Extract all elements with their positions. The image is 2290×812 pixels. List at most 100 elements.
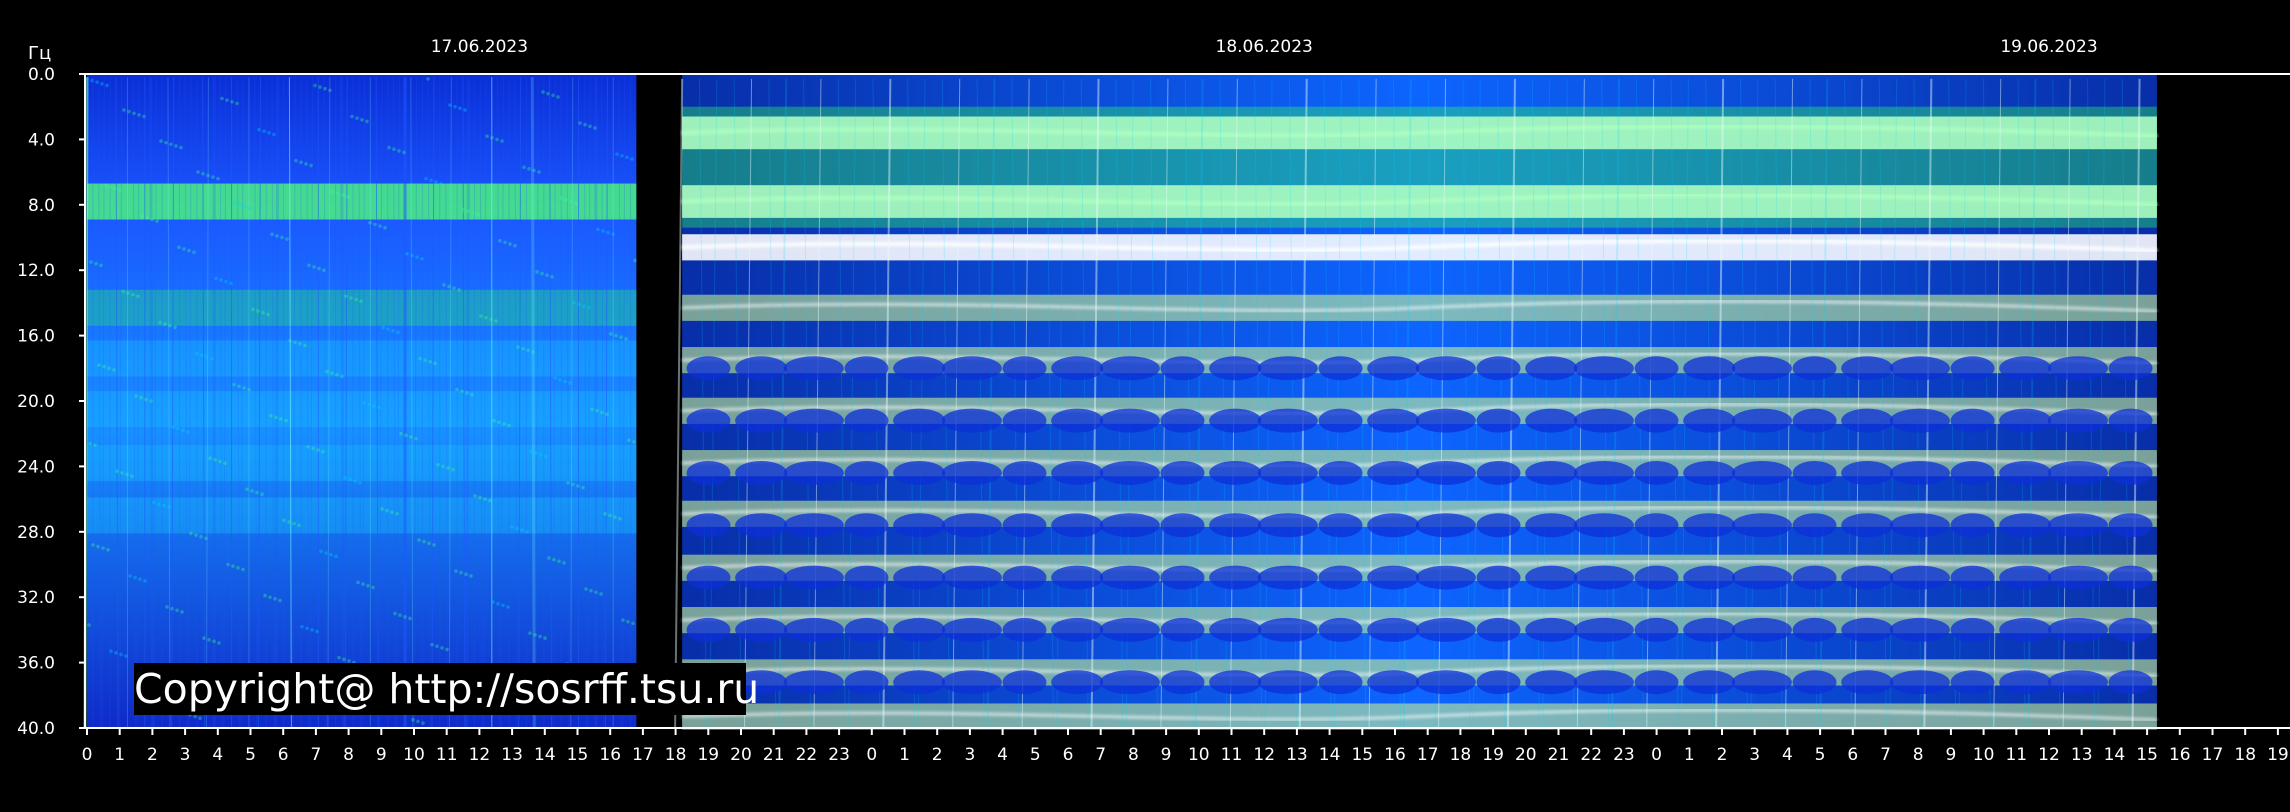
blue-lobe [686, 408, 731, 433]
blue-lobe [1573, 513, 1634, 538]
noise-point [626, 619, 630, 624]
blue-lobe [1209, 670, 1262, 695]
noise-point [537, 170, 541, 174]
blue-lobe [735, 513, 788, 538]
noise-point [268, 595, 272, 599]
blue-lobe [844, 460, 889, 485]
noise-point [90, 78, 94, 83]
x-tick-label-52: 3 [1749, 745, 1760, 765]
noise-streak [101, 77, 105, 729]
noise-point [432, 543, 436, 547]
blue-lobe [1318, 460, 1363, 485]
blue-lobe [1476, 670, 1521, 695]
noise-streak [618, 77, 622, 729]
x-tick-label-14: 13 [501, 745, 523, 765]
noise-band [87, 340, 637, 377]
noise-streak [500, 77, 504, 729]
noise-point [489, 317, 493, 322]
noise-point [571, 482, 575, 487]
noise-point [206, 173, 210, 178]
blue-lobe [1683, 460, 1736, 485]
noise-point [272, 132, 276, 137]
blue-lobe [1051, 460, 1104, 485]
noise-point [479, 314, 483, 318]
noise-point [229, 281, 233, 286]
blue-lobe [844, 408, 889, 433]
blue-lobe [2047, 408, 2108, 433]
noise-point [96, 544, 100, 549]
noise-point [393, 611, 397, 616]
noise-band [87, 445, 637, 482]
noise-point [457, 288, 461, 292]
noise-point [633, 258, 637, 263]
noise-point [280, 235, 284, 240]
noise-point [202, 636, 206, 640]
noise-point [321, 449, 325, 454]
blue-lobe [735, 408, 788, 433]
x-tick-label-65: 16 [2169, 745, 2191, 765]
noise-point [267, 131, 271, 135]
noise-point [495, 137, 499, 142]
noise-point [344, 294, 348, 299]
noise-point [262, 129, 266, 134]
noise-point [562, 561, 566, 565]
x-tick-label-20: 19 [697, 745, 719, 765]
x-tick-label-41: 16 [1384, 745, 1406, 765]
noise-point [242, 386, 246, 390]
noise-point [455, 387, 459, 392]
blue-lobe [1318, 565, 1363, 590]
noise-streak [379, 77, 383, 729]
noise-point [247, 387, 251, 392]
blue-lobe [1950, 670, 1995, 695]
noise-point [501, 603, 505, 608]
x-tick-label-61: 12 [2038, 745, 2060, 765]
blue-lobe [1367, 356, 1420, 381]
blue-lobe [844, 617, 889, 642]
noise-point [355, 116, 359, 120]
x-tick-label-42: 17 [1417, 745, 1439, 765]
noise-point [405, 252, 409, 256]
noise-streak [119, 77, 123, 729]
frequency-axis-ticks: 0.0 4.0 8.0 12.0 16.0 20.0 24.0 28.0 32.0 36.0 40.… [17, 65, 85, 739]
noise-point [125, 472, 129, 477]
noise-point [601, 229, 605, 233]
noise-point [448, 103, 452, 107]
noise-point [174, 144, 178, 148]
x-tick-label-68: 19 [2267, 745, 2289, 765]
noise-point [292, 521, 296, 526]
blue-lobe [1002, 670, 1047, 695]
noise-point [113, 186, 117, 191]
blue-lobe [1950, 356, 1995, 381]
noise-point [212, 639, 216, 644]
interference-line [872, 78, 881, 729]
x-tick-label-60: 11 [2005, 745, 2027, 765]
blue-lobe [1367, 460, 1420, 485]
noise-point [237, 384, 241, 389]
resonance-curve [682, 193, 2157, 207]
noise-point [266, 312, 270, 317]
blue-lobe [893, 670, 946, 695]
noise-point [454, 569, 458, 573]
blue-lobe [844, 356, 889, 381]
noise-point [441, 464, 445, 469]
noise-point [196, 170, 200, 174]
noise-point [521, 346, 525, 351]
noise-point [395, 512, 399, 516]
interference-line [1878, 78, 1887, 729]
interference-line [1576, 78, 1585, 729]
frequency-unit-label: Гц [28, 43, 51, 64]
blue-lobe [1415, 617, 1476, 642]
blue-lobe [686, 513, 731, 538]
noise-point [134, 394, 138, 398]
noise-point [131, 292, 135, 297]
noise-point [263, 593, 267, 598]
interference-line [674, 78, 684, 729]
blue-lobe [1257, 565, 1318, 590]
noise-point [590, 407, 594, 411]
x-tick-label-44: 19 [1482, 745, 1504, 765]
blue-lobe [1841, 670, 1894, 695]
x-tick-label-29: 4 [997, 745, 1008, 765]
noise-point [353, 479, 357, 483]
blue-lobe [893, 513, 946, 538]
noise-point [584, 587, 588, 591]
